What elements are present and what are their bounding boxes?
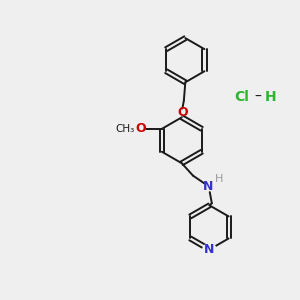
Text: Cl: Cl: [234, 90, 249, 104]
Text: CH₃: CH₃: [116, 124, 135, 134]
Text: O: O: [177, 106, 188, 119]
Text: –: –: [254, 90, 261, 104]
Text: O: O: [135, 122, 146, 135]
Text: H: H: [214, 174, 223, 184]
Text: N: N: [204, 243, 215, 256]
Text: N: N: [203, 180, 214, 193]
Text: H: H: [265, 90, 277, 104]
